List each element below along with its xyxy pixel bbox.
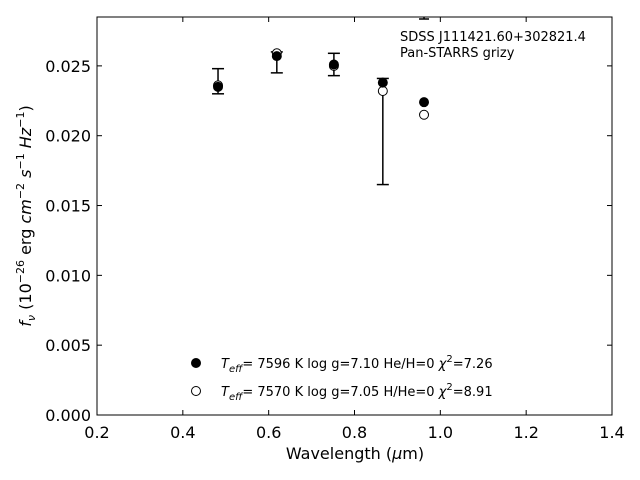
x-axis-label-unit: m) — [402, 444, 424, 463]
legend: Teff= 7596 K log g=7.10 He/H=0 χ2=7.26 T… — [191, 354, 493, 403]
legend-entry-2: Teff= 7570 K log g=7.05 H/He=0 χ2=8.91 — [221, 382, 493, 403]
legend-2-chi2: =8.91 — [453, 385, 493, 400]
legend-2-teff: 7570 K — [257, 385, 303, 400]
y-tick-label: 0.000 — [45, 406, 91, 425]
x-axis-label: Wavelength (μm) — [286, 444, 424, 463]
model-point-filled — [271, 51, 282, 62]
y-tick-label: 0.015 — [45, 197, 91, 216]
x-tick-label: 0.8 — [342, 423, 367, 442]
legend-1-composition: He/H=0 — [383, 357, 434, 372]
legend-1-teff: 7596 K — [257, 357, 303, 372]
y-tick-label: 0.005 — [45, 336, 91, 355]
model-point-filled — [328, 59, 339, 70]
legend-2-logg: log g=7.05 — [307, 385, 379, 400]
x-tick-label: 1.4 — [599, 423, 624, 442]
model-point-filled — [419, 97, 430, 108]
x-tick-label: 1.0 — [428, 423, 453, 442]
plot-area — [212, 17, 430, 186]
x-axis-label-mu: μ — [391, 444, 402, 463]
legend-2-composition: H/He=0 — [383, 385, 434, 400]
x-tick-label: 0.6 — [256, 423, 281, 442]
model-point-open — [377, 86, 388, 97]
legend-1-chi2: =7.26 — [453, 357, 493, 372]
legend-marker-open — [191, 386, 201, 396]
model-point-open — [419, 109, 430, 120]
legend-entry-1: Teff= 7596 K log g=7.10 He/H=0 χ2=7.26 — [221, 354, 493, 375]
y-tick-label: 0.010 — [45, 266, 91, 285]
model-point-filled — [377, 77, 388, 88]
y-axis-label: fν (10−26 erg cm−2 s−1 Hz−1) — [14, 105, 38, 326]
annotation-survey-name: Pan-STARRS grizy — [400, 46, 515, 61]
axes: 0.2 0.4 0.6 0.8 1.0 1.2 1.4 0.000 0.005 0.010 0.01… — [45, 16, 625, 442]
x-axis-label-text: Wavelength ( — [286, 444, 392, 463]
y-tick-label: 0.020 — [45, 127, 91, 146]
x-tick-label: 0.4 — [170, 423, 195, 442]
annotation-object-name: SDSS J111421.60+302821.4 — [400, 30, 586, 45]
legend-marker-filled — [191, 358, 201, 368]
model-point-filled — [213, 81, 224, 92]
x-tick-label: 0.2 — [84, 423, 109, 442]
x-tick-label: 1.2 — [513, 423, 538, 442]
legend-1-logg: log g=7.10 — [307, 357, 379, 372]
y-tick-label: 0.025 — [45, 57, 91, 76]
